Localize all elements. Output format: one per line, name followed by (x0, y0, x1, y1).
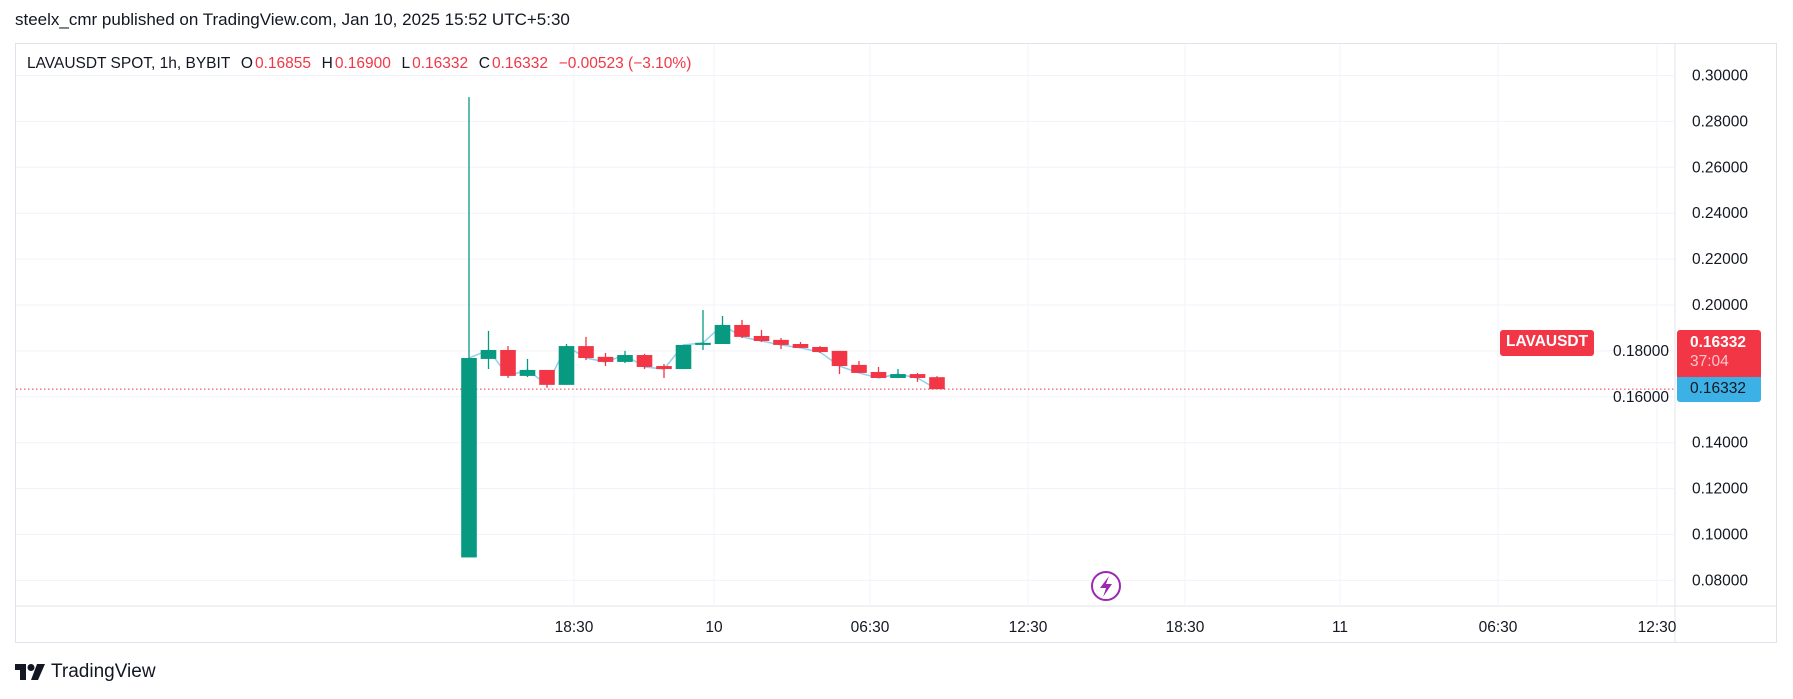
candle-up (519, 369, 536, 376)
candle-down (929, 377, 945, 390)
price-tick-label: 0.26000 (1692, 159, 1748, 176)
time-tick-label: 18:30 (555, 619, 594, 636)
candle-down (812, 346, 828, 353)
close-value: 0.16332 (491, 55, 549, 72)
footer-brand[interactable]: TradingView (15, 661, 156, 683)
price-tick-label: 0.10000 (1692, 527, 1748, 544)
candle-down (656, 366, 672, 370)
open-value: 0.16855 (254, 55, 312, 72)
symbol-legend: LAVAUSDT SPOT, 1h, BYBIT O 0.16855 H 0.169… (27, 55, 693, 73)
candle-down (753, 335, 770, 342)
candle-down (597, 356, 614, 362)
brand-name: TradingView (51, 661, 156, 682)
candle-up (480, 349, 497, 359)
candle-down (734, 324, 750, 337)
candle-down (851, 364, 867, 373)
symbol-price-tag: LAVAUSDT (1500, 330, 1595, 356)
candle-down (870, 372, 887, 378)
time-axis: 18:30 10 06:30 12:30 18:30 11 06:30 12:30 (555, 619, 1677, 636)
high-label: H (321, 55, 333, 72)
candle-down (792, 344, 809, 348)
time-tick-label: 12:30 (1638, 619, 1677, 636)
close-label: C (478, 55, 490, 72)
candle-down (500, 349, 516, 376)
candle-up (461, 358, 477, 558)
grid (16, 44, 1776, 642)
publisher-caption: steelx_cmr published on TradingView.com,… (15, 10, 570, 29)
high-value: 0.16900 (334, 55, 391, 72)
time-tick-label: 12:30 (1009, 619, 1048, 636)
price-tick-label: 0.24000 (1692, 205, 1748, 222)
candle-up (617, 355, 633, 362)
candle-down (578, 346, 594, 359)
chart-frame (15, 43, 1777, 643)
bar-countdown: 37:04 (1690, 353, 1729, 370)
candle-down (636, 355, 653, 367)
time-tick-label: 10 (705, 619, 723, 636)
low-label: L (401, 55, 411, 72)
candles (16, 97, 1675, 558)
tradingview-logo-icon (15, 664, 45, 680)
time-tick-label: 11 (1332, 619, 1348, 636)
time-tick-label: 06:30 (851, 619, 890, 636)
lightning-icon[interactable] (1091, 571, 1121, 601)
last-price-tag: 0.16332 37:04 (1677, 330, 1761, 377)
candle-down (831, 350, 848, 367)
price-tick-label: 0.08000 (1692, 572, 1748, 589)
last-price: 0.16332 (1690, 334, 1747, 351)
time-tick-label: 06:30 (1479, 619, 1518, 636)
candle-down (773, 339, 789, 345)
price-tick-label: 0.14000 (1692, 435, 1748, 452)
price-tick-label: 0.16000 (1613, 389, 1669, 406)
candle-up (695, 342, 711, 345)
price-tick-label: 0.28000 (1692, 113, 1748, 130)
price-line-tag: 0.16332 (1677, 377, 1761, 402)
time-tick-label: 18:30 (1166, 619, 1205, 636)
low-value: 0.16332 (412, 55, 469, 72)
candle-up (558, 346, 575, 385)
symbol-info[interactable]: LAVAUSDT SPOT, 1h, BYBIT (27, 55, 231, 72)
price-tick-label: 0.20000 (1692, 297, 1748, 314)
change-value: −0.00523 (−3.10%) (558, 55, 692, 72)
candle-up (675, 344, 692, 370)
price-tick-label: 0.12000 (1692, 481, 1748, 498)
price-tick-label: 0.18000 (1613, 343, 1669, 360)
open-label: O (240, 55, 253, 72)
candle-up (890, 374, 906, 378)
price-axis: 0.30000 0.28000 0.26000 0.24000 0.22000 0.200… (1613, 68, 1748, 590)
candle-down (909, 374, 926, 378)
candle-up (714, 324, 731, 345)
price-tick-label: 0.22000 (1692, 251, 1748, 268)
price-tick-label: 0.30000 (1692, 68, 1748, 85)
candle-down (539, 369, 555, 385)
